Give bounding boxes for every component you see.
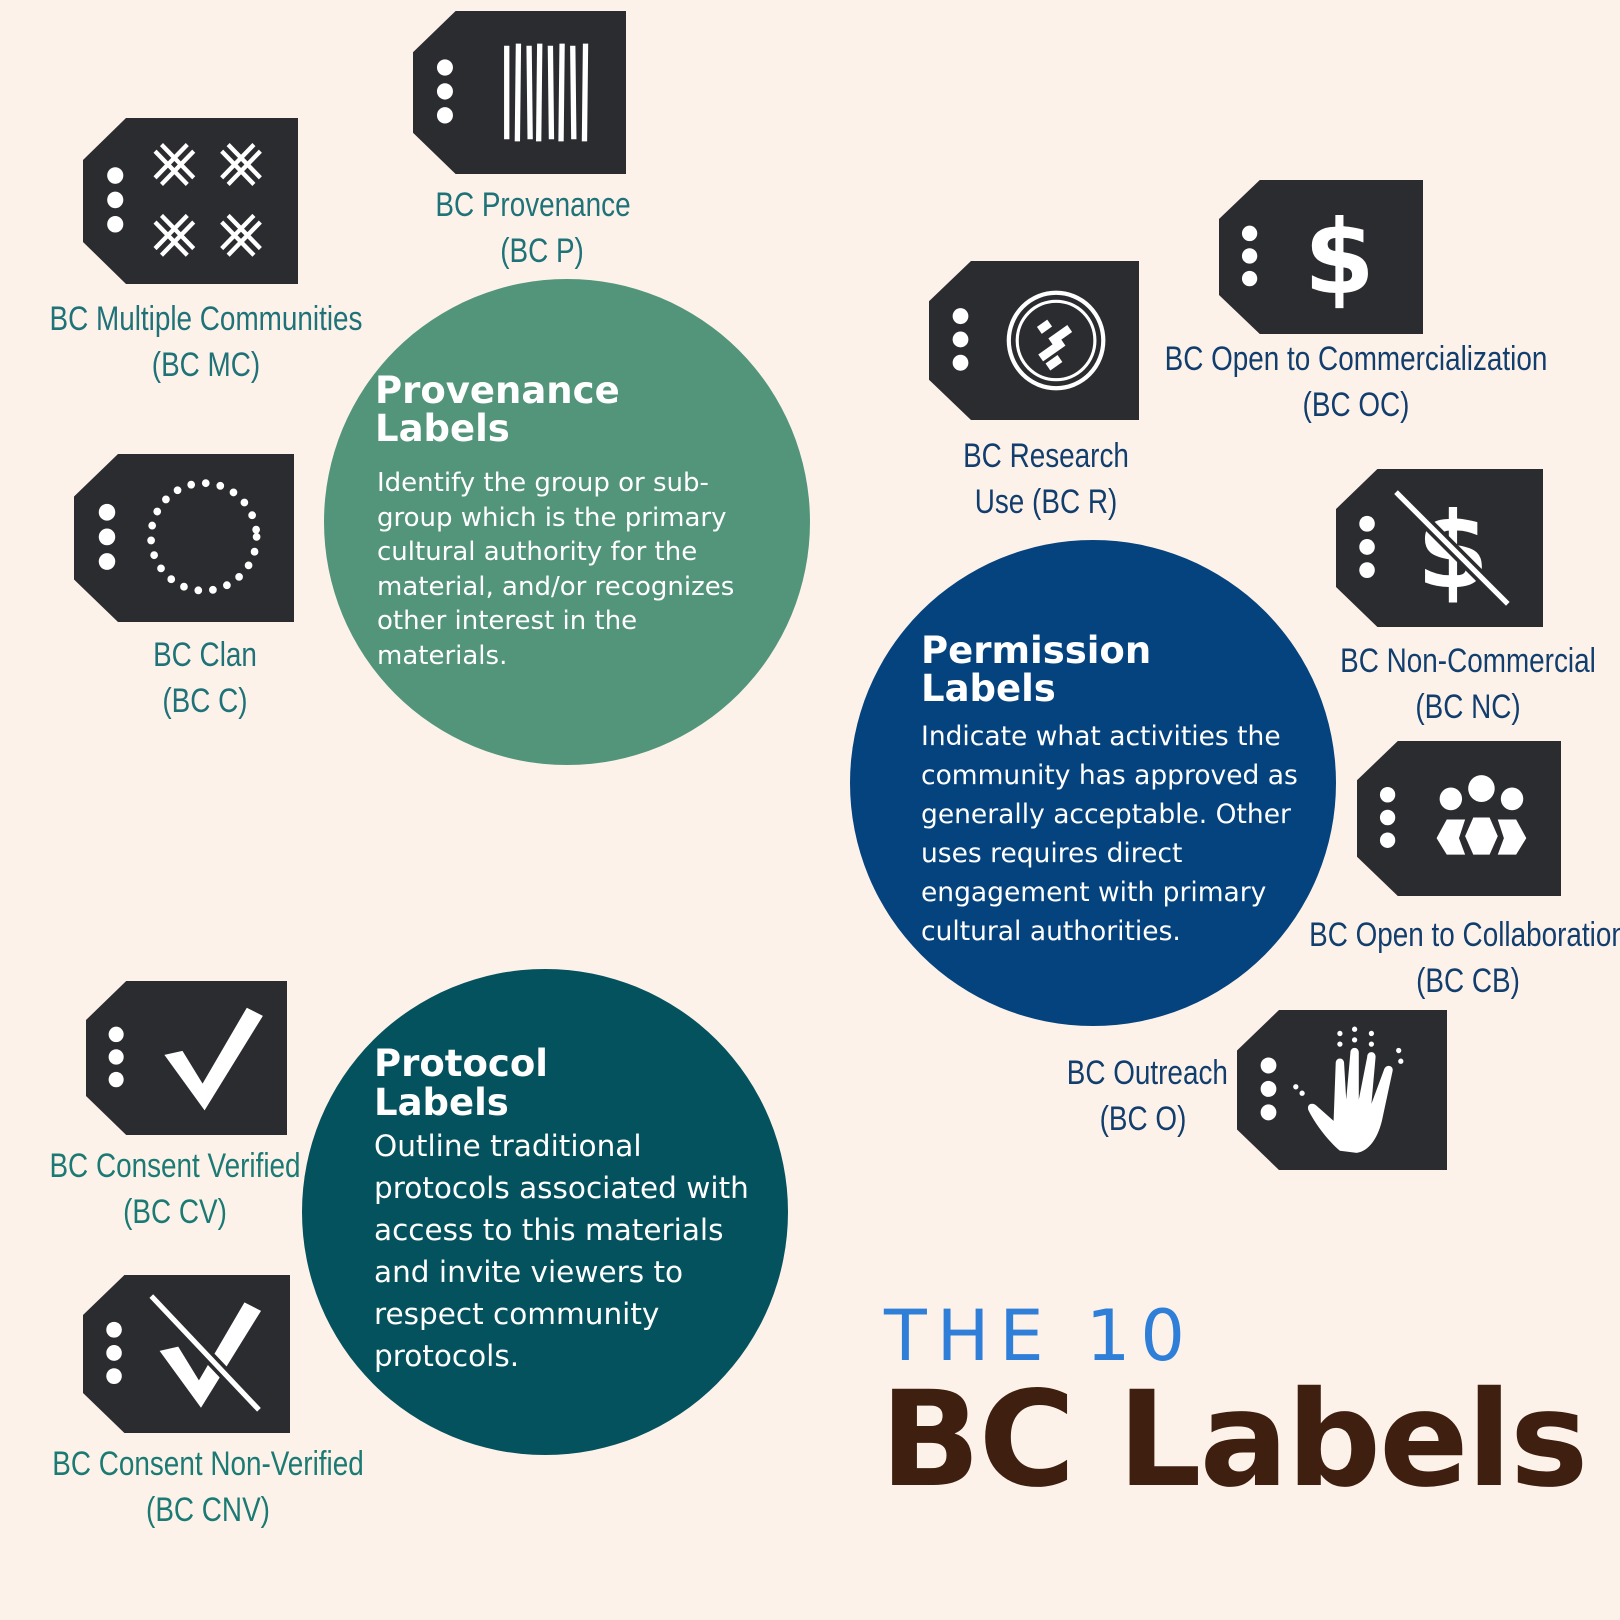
- hand-icon: [1237, 1010, 1447, 1170]
- label-bc-consent-verified-name: BC Consent Verified: [49, 1147, 301, 1185]
- label-bc-clan-name: BC Clan: [153, 636, 257, 674]
- label-bc-open-collaboration: BC Open to Collaboration (BC CB): [1306, 912, 1620, 1004]
- label-bc-consent-verified: BC Consent Verified (BC CV): [48, 1143, 302, 1235]
- barcode-lines-icon: [413, 11, 626, 174]
- tag-bc-research: [929, 261, 1139, 420]
- research-emblem-icon: [929, 261, 1139, 420]
- heading-prefix: THE 10: [884, 1295, 1195, 1377]
- protocol-circle: [302, 969, 788, 1455]
- label-bc-multiple-communities-name: BC Multiple Communities: [49, 300, 363, 338]
- label-bc-clan: BC Clan (BC C): [123, 632, 287, 724]
- label-bc-outreach-name: BC Outreach: [1066, 1054, 1228, 1092]
- woven-pattern-icon: [83, 118, 298, 284]
- svg-text:$: $: [1304, 199, 1375, 318]
- people-group-icon: [1357, 741, 1561, 896]
- label-bc-open-commercialization-code: (BC OC): [1302, 386, 1410, 424]
- heading-title: BC Labels: [880, 1363, 1588, 1517]
- label-bc-open-collaboration-code: (BC CB): [1416, 962, 1520, 1000]
- label-bc-consent-non-verified-name: BC Consent Non-Verified: [52, 1445, 364, 1483]
- label-bc-clan-code: (BC C): [162, 682, 248, 720]
- label-bc-outreach-code: (BC O): [1099, 1100, 1187, 1138]
- label-bc-consent-non-verified: BC Consent Non-Verified (BC CNV): [47, 1441, 368, 1533]
- permission-title: Permission Labels: [921, 629, 1152, 710]
- label-bc-multiple-communities: BC Multiple Communities (BC MC): [34, 296, 378, 388]
- provenance-title: Provenance Labels: [375, 369, 620, 450]
- dotted-circle-icon: [74, 454, 294, 622]
- label-bc-non-commercial-code: (BC NC): [1415, 688, 1521, 726]
- provenance-circle: [324, 279, 810, 765]
- tag-bc-open-collaboration: [1357, 741, 1561, 896]
- tag-bc-clan: [74, 454, 294, 622]
- protocol-description: Outline traditional protocols associated…: [374, 1129, 749, 1373]
- label-bc-non-commercial: BC Non-Commercial (BC NC): [1338, 638, 1597, 730]
- tag-bc-multiple-communities: [83, 118, 298, 284]
- crossed-dollar-icon: $: [1336, 469, 1543, 627]
- label-bc-research-name: BC Research: [963, 437, 1129, 475]
- provenance-description: Identify the group or sub-group which is…: [377, 468, 735, 671]
- label-bc-open-commercialization-name: BC Open to Commercialization: [1164, 340, 1548, 378]
- tag-bc-non-commercial: $: [1336, 469, 1543, 627]
- permission-circle: [850, 540, 1336, 1026]
- label-bc-consent-verified-code: (BC CV): [123, 1193, 227, 1231]
- protocol-title: Protocol Labels: [374, 1042, 548, 1124]
- label-bc-non-commercial-name: BC Non-Commercial: [1340, 642, 1596, 680]
- checkmark-icon: [86, 981, 287, 1135]
- label-bc-provenance: BC Provenance (BC P): [424, 182, 642, 274]
- tag-bc-consent-non-verified: [83, 1275, 290, 1433]
- tag-bc-provenance: [413, 11, 626, 174]
- label-bc-provenance-name: BC Provenance: [435, 186, 631, 224]
- label-bc-open-commercialization: BC Open to Commercialization (BC OC): [1159, 336, 1553, 428]
- label-bc-provenance-code: (BC P): [500, 232, 584, 270]
- label-bc-open-collaboration-name: BC Open to Collaboration: [1309, 916, 1620, 954]
- dollar-icon: $: [1219, 180, 1423, 334]
- tag-bc-open-commercialization: $: [1219, 180, 1423, 334]
- label-bc-multiple-communities-code: (BC MC): [151, 346, 261, 384]
- label-bc-research: BC Research Use (BC R): [955, 433, 1137, 525]
- label-bc-research-code: Use (BC R): [974, 483, 1118, 521]
- tag-bc-consent-verified: [86, 981, 287, 1135]
- crossed-checkmark-icon: [83, 1275, 290, 1433]
- label-bc-outreach: BC Outreach (BC O): [1066, 1050, 1228, 1142]
- permission-description: Indicate what activities the community h…: [921, 721, 1298, 947]
- tag-bc-outreach: [1237, 1010, 1447, 1170]
- label-bc-consent-non-verified-code: (BC CNV): [146, 1491, 270, 1529]
